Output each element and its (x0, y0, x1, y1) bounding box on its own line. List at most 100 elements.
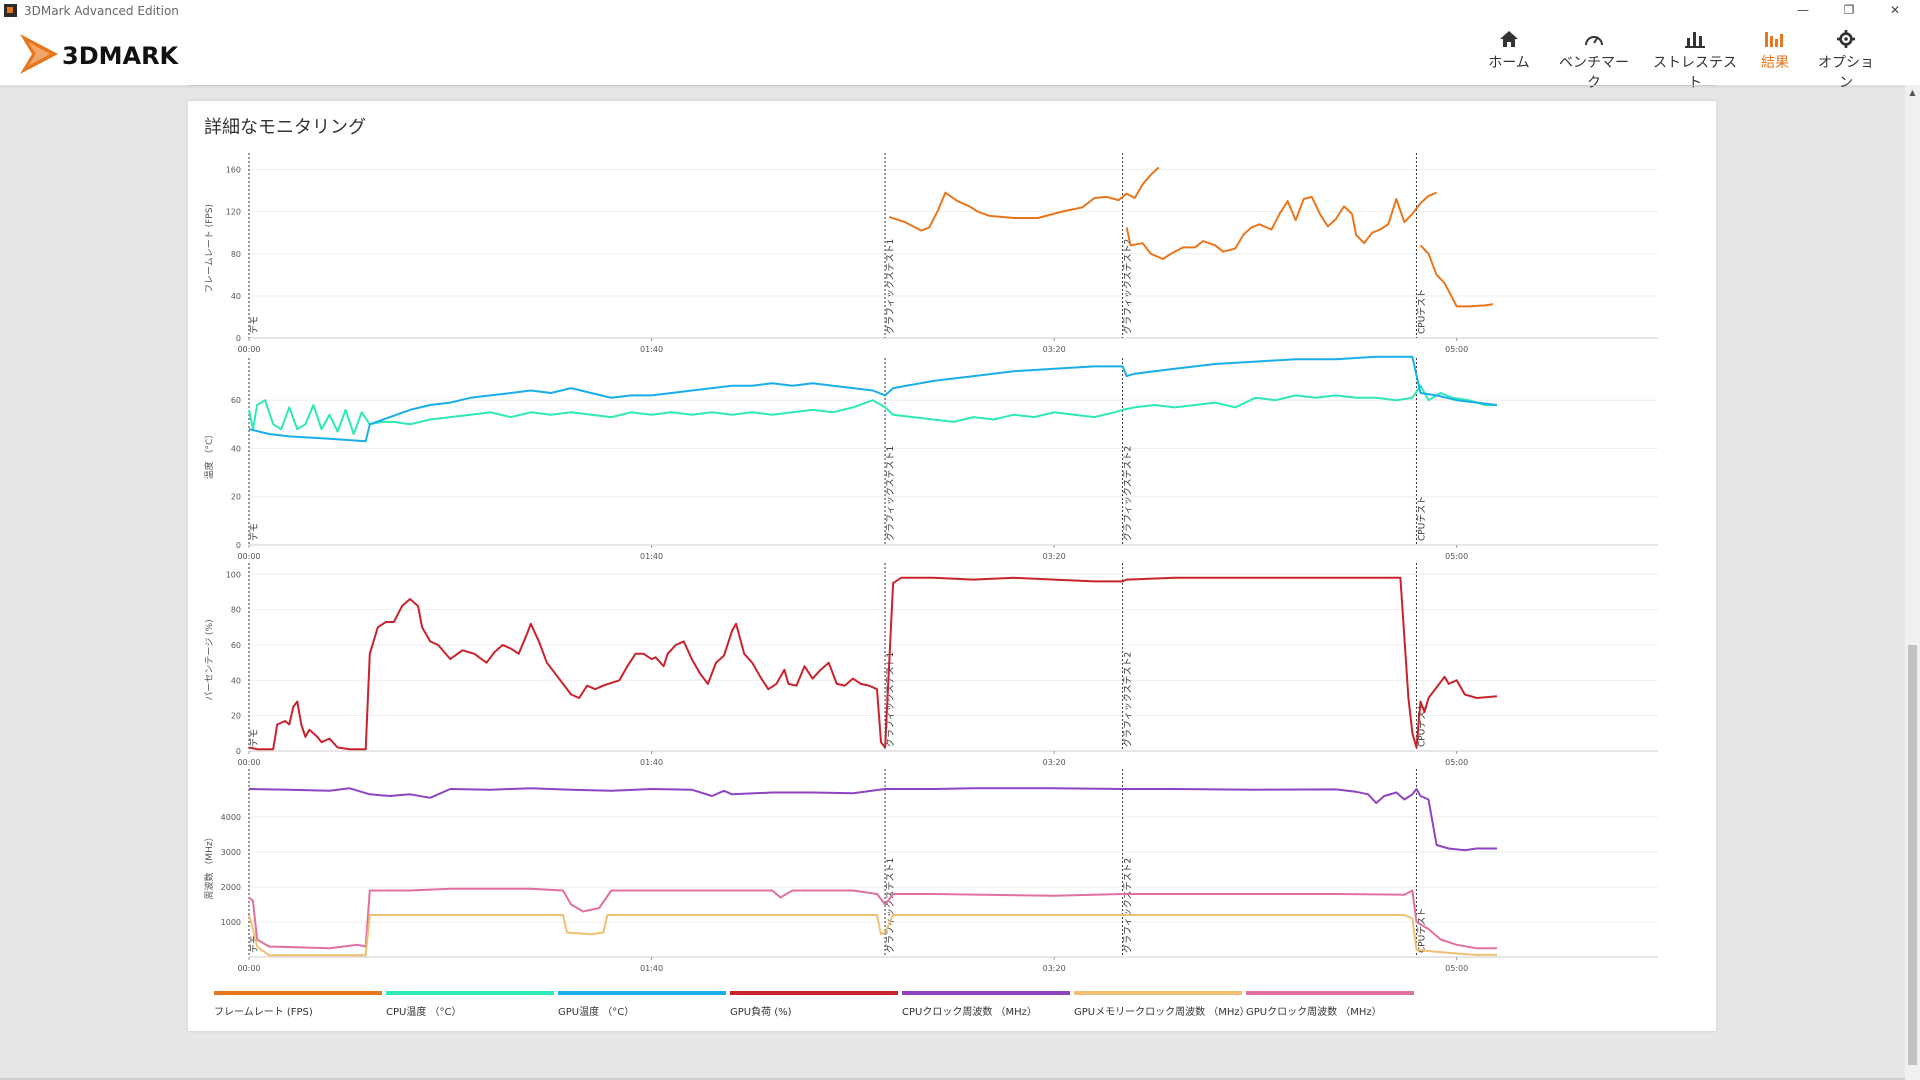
legend-label: GPU温度 （°C） (558, 1007, 635, 1018)
horizontal-scroll-edge (0, 1078, 1905, 1080)
y-axis-label: 温度 （°C） (203, 430, 215, 480)
app-header: 3DMARK ホーム ベンチマーク ストレステスト 結果 オプション (0, 22, 1920, 91)
window-titlebar: 3DMark Advanced Edition — ❐ ✕ (0, 0, 1920, 22)
detailed-monitoring-panel: 詳細なモニタリング 0 40 80 120 160 00:00 01:40 03:20 05:0… (188, 101, 1716, 1031)
nav-home[interactable]: ホーム (1484, 30, 1534, 80)
y-tick-label: 160 (226, 166, 241, 175)
test-marker-label: デモ (248, 523, 260, 541)
cpu-clock-line (248, 787, 1497, 852)
x-tick-label: 05:00 (1445, 552, 1468, 561)
fps-line (1419, 244, 1494, 308)
y-tick-label: 0 (236, 541, 241, 550)
nav-home-label: ホーム (1488, 55, 1530, 71)
legend-label: CPU温度 （°C） (386, 1007, 462, 1018)
x-tick-label: 01:40 (640, 964, 663, 973)
y-tick-label: 3000 (221, 848, 241, 857)
nav-stress-test-label: ストレステスト (1653, 55, 1737, 91)
monitoring-charts[interactable]: 0 40 80 120 160 00:00 01:40 03:20 05:00 フレームレート (… (188, 101, 1716, 981)
vertical-scrollbar[interactable]: ▲ (1905, 85, 1920, 1080)
y-tick-label: 0 (236, 747, 241, 756)
logo-chevron-icon (20, 34, 58, 74)
legend-label: フレームレート (FPS) (214, 1007, 313, 1018)
legend-label: GPU負荷 (%) (730, 1007, 792, 1018)
test-marker-label: グラフィックステスト2 (1122, 239, 1134, 334)
scroll-up-icon[interactable]: ▲ (1909, 88, 1916, 97)
legend-swatch (558, 991, 726, 995)
y-tick-label: 120 (226, 208, 241, 217)
x-tick-label: 03:20 (1043, 758, 1066, 767)
legend-swatch (730, 991, 898, 995)
gpu-temp-line (248, 355, 1498, 443)
legend-swatch (214, 991, 382, 995)
x-tick-label: 01:40 (640, 345, 663, 354)
panel-title: 詳細なモニタリング (204, 117, 366, 138)
legend-item-gpu-temp[interactable]: GPU温度 （°C） (558, 991, 726, 1021)
legend-item-gpu-mem-clock[interactable]: GPUメモリークロック周波数 （MHz） (1074, 991, 1250, 1021)
test-marker-label: デモ (248, 316, 260, 334)
x-tick-label: 00:00 (237, 964, 260, 973)
x-tick-label: 01:40 (640, 552, 663, 561)
scrollbar-thumb[interactable] (1908, 645, 1917, 1065)
legend-item-cpu-temp[interactable]: CPU温度 （°C） (386, 991, 554, 1021)
gpu-mem-clock-line (248, 914, 1497, 957)
close-button[interactable]: ✕ (1889, 3, 1901, 17)
restore-button[interactable]: ❐ (1843, 3, 1855, 17)
y-tick-label: 40 (231, 676, 241, 685)
test-marker-label: グラフィックステスト2 (1122, 858, 1134, 953)
test-marker-label: CPUテスト (1416, 908, 1427, 953)
nav-options-label: オプション (1818, 55, 1874, 91)
y-tick-label: 60 (231, 396, 241, 405)
speedometer-icon (1585, 36, 1603, 46)
y-tick-label: 20 (231, 493, 241, 502)
x-tick-label: 05:00 (1445, 345, 1468, 354)
test-marker-label: グラフィックステスト1 (884, 239, 896, 334)
legend-swatch (902, 991, 1070, 995)
logo-text: 3DMARK (62, 42, 179, 70)
3dmark-logo[interactable]: 3DMARK (18, 30, 238, 74)
test-marker-label: グラフィックステスト2 (1122, 652, 1134, 747)
y-tick-label: 0 (236, 334, 241, 343)
y-tick-label: 80 (231, 250, 241, 259)
legend-item-cpu-clock[interactable]: CPUクロック周波数 （MHz） (902, 991, 1070, 1021)
home-icon (1500, 31, 1518, 47)
y-tick-label: 2000 (221, 883, 241, 892)
x-tick-label: 05:00 (1445, 758, 1468, 767)
previous-panel-edge (188, 85, 1716, 86)
minimize-button[interactable]: — (1797, 3, 1809, 17)
nav-benchmark[interactable]: ベンチマーク (1553, 30, 1635, 91)
x-tick-label: 00:00 (237, 345, 260, 354)
nav-results[interactable]: 結果 (1758, 30, 1792, 80)
legend-label: GPUクロック周波数 （MHz） (1246, 1007, 1382, 1018)
window-title: 3DMark Advanced Edition (24, 4, 179, 18)
nav-results-label: 結果 (1761, 55, 1789, 71)
y-tick-label: 40 (231, 444, 241, 453)
gpu-load-line (248, 598, 886, 751)
y-tick-label: 4000 (221, 813, 241, 822)
gear-icon (1837, 30, 1855, 48)
legend-swatch (1246, 991, 1414, 995)
legend-item-fps[interactable]: フレームレート (FPS) (214, 991, 382, 1021)
legend-label: CPUクロック周波数 （MHz） (902, 1007, 1037, 1018)
fps-line (888, 166, 1160, 232)
y-tick-label: 100 (226, 570, 241, 579)
y-axis-label: 周波数 （MHz） (203, 832, 215, 899)
cpu-temp-line (248, 384, 1497, 435)
nav-options[interactable]: オプション (1814, 30, 1878, 91)
legend-swatch (386, 991, 554, 995)
test-marker-label: CPUテスト (1416, 289, 1427, 334)
fps-line (1125, 191, 1437, 260)
gpu-clock-line (248, 887, 1497, 950)
x-tick-label: 03:20 (1043, 964, 1066, 973)
x-tick-label: 03:20 (1043, 345, 1066, 354)
bar-chart-icon (1685, 32, 1705, 48)
legend-item-gpu-load[interactable]: GPU負荷 (%) (730, 991, 898, 1021)
legend-swatch (1074, 991, 1242, 995)
test-marker-label: グラフィックステスト2 (1122, 446, 1134, 541)
results-icon (1765, 32, 1783, 47)
y-tick-label: 40 (231, 292, 241, 301)
y-tick-label: 60 (231, 641, 241, 650)
nav-stress-test[interactable]: ストレステスト (1653, 30, 1737, 91)
x-tick-label: 03:20 (1043, 552, 1066, 561)
test-marker-label: グラフィックステスト1 (884, 858, 896, 953)
legend-item-gpu-clock[interactable]: GPUクロック周波数 （MHz） (1246, 991, 1414, 1021)
